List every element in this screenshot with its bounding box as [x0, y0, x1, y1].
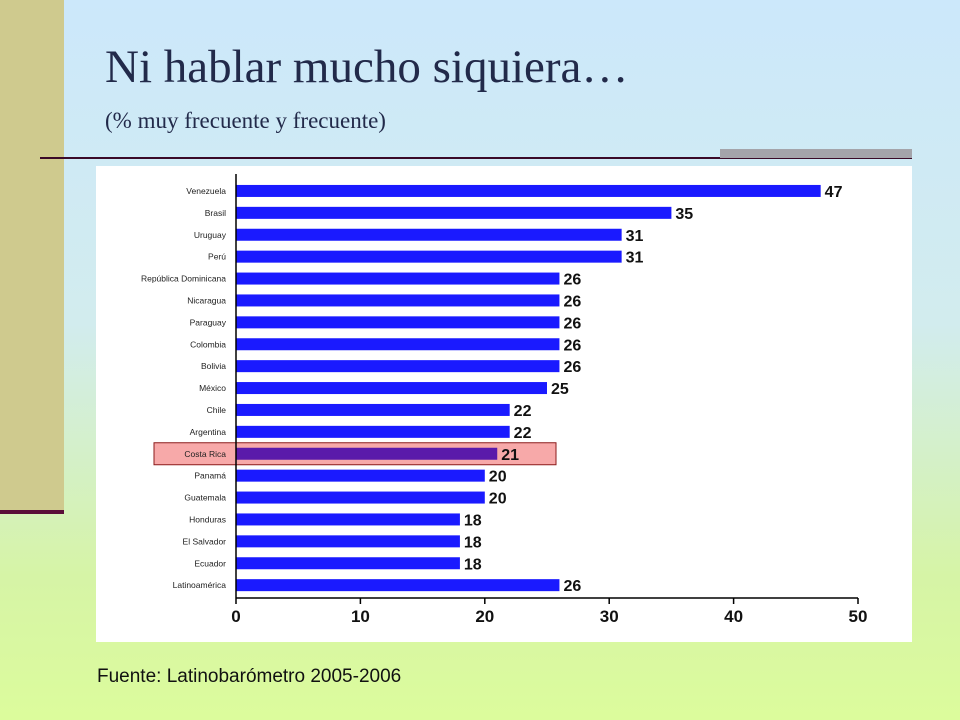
- data-label: 20: [489, 469, 507, 486]
- category-label: República Dominicana: [141, 274, 226, 284]
- category-label: El Salvador: [183, 536, 227, 546]
- bar: [236, 184, 821, 197]
- bar: [236, 425, 510, 438]
- x-tick-label: 10: [351, 607, 370, 626]
- bar: [236, 272, 560, 285]
- bar: [236, 579, 560, 592]
- bar: [236, 447, 498, 460]
- category-label: Guatemala: [184, 493, 226, 503]
- category-label: Chile: [207, 405, 227, 415]
- data-label: 31: [626, 228, 644, 245]
- category-label: México: [199, 383, 226, 393]
- bar: [236, 557, 460, 570]
- x-tick-label: 20: [475, 607, 494, 626]
- bar: [236, 294, 560, 307]
- data-label: 26: [563, 578, 581, 595]
- bar: [236, 206, 672, 219]
- category-label: Bolivia: [201, 361, 226, 371]
- category-label: Ecuador: [194, 558, 226, 568]
- data-label: 22: [514, 425, 532, 442]
- category-label: Paraguay: [190, 317, 227, 327]
- data-label: 26: [563, 359, 581, 376]
- slide-title: Ni hablar mucho siquiera…: [105, 41, 629, 93]
- x-tick-label: 0: [231, 607, 240, 626]
- data-label: 18: [464, 534, 482, 551]
- data-label: 26: [563, 272, 581, 289]
- data-label: 26: [563, 293, 581, 310]
- bar: [236, 250, 622, 263]
- title-divider: [40, 157, 912, 159]
- data-label: 18: [464, 512, 482, 529]
- category-label: Brasil: [205, 208, 226, 218]
- category-label: Costa Rica: [184, 449, 226, 459]
- x-tick-label: 30: [600, 607, 619, 626]
- chart-panel: Venezuela 47 Brasil 35 Uruguay 31 Perú 31 Repúbl…: [96, 166, 912, 642]
- bar: [236, 535, 460, 548]
- category-label: Panamá: [194, 471, 226, 481]
- title-divider-accent: [720, 149, 912, 158]
- data-label: 26: [563, 337, 581, 354]
- data-label: 20: [489, 491, 507, 508]
- category-label: Uruguay: [194, 230, 227, 240]
- bar: [236, 403, 510, 416]
- bar: [236, 316, 560, 329]
- bar: [236, 228, 622, 241]
- category-label: Venezuela: [186, 186, 226, 196]
- category-label: Honduras: [189, 514, 226, 524]
- data-label: 22: [514, 403, 532, 420]
- data-label: 47: [825, 184, 843, 201]
- category-label: Colombia: [190, 339, 226, 349]
- bar: [236, 513, 460, 526]
- data-label: 26: [563, 315, 581, 332]
- category-label: Perú: [208, 252, 226, 262]
- side-decoration-band: [0, 0, 64, 512]
- bar: [236, 382, 547, 395]
- bar-chart: Venezuela 47 Brasil 35 Uruguay 31 Perú 31 Repúbl…: [141, 174, 868, 626]
- bar: [236, 469, 485, 482]
- x-tick-label: 40: [724, 607, 743, 626]
- side-decoration-line: [0, 510, 64, 514]
- slide-subtitle: (% muy frecuente y frecuente): [105, 108, 386, 133]
- x-tick-label: 50: [849, 607, 868, 626]
- data-label: 21: [501, 447, 519, 464]
- bar: [236, 491, 485, 504]
- category-label: Argentina: [190, 427, 227, 437]
- data-label: 35: [675, 206, 693, 223]
- category-label: Nicaragua: [187, 295, 226, 305]
- bar: [236, 338, 560, 351]
- source-note: Fuente: Latinobarómetro 2005-2006: [97, 666, 402, 687]
- category-label: Latinoamérica: [173, 580, 227, 590]
- data-label: 25: [551, 381, 569, 398]
- data-label: 31: [626, 250, 644, 267]
- bar: [236, 360, 560, 373]
- data-label: 18: [464, 556, 482, 573]
